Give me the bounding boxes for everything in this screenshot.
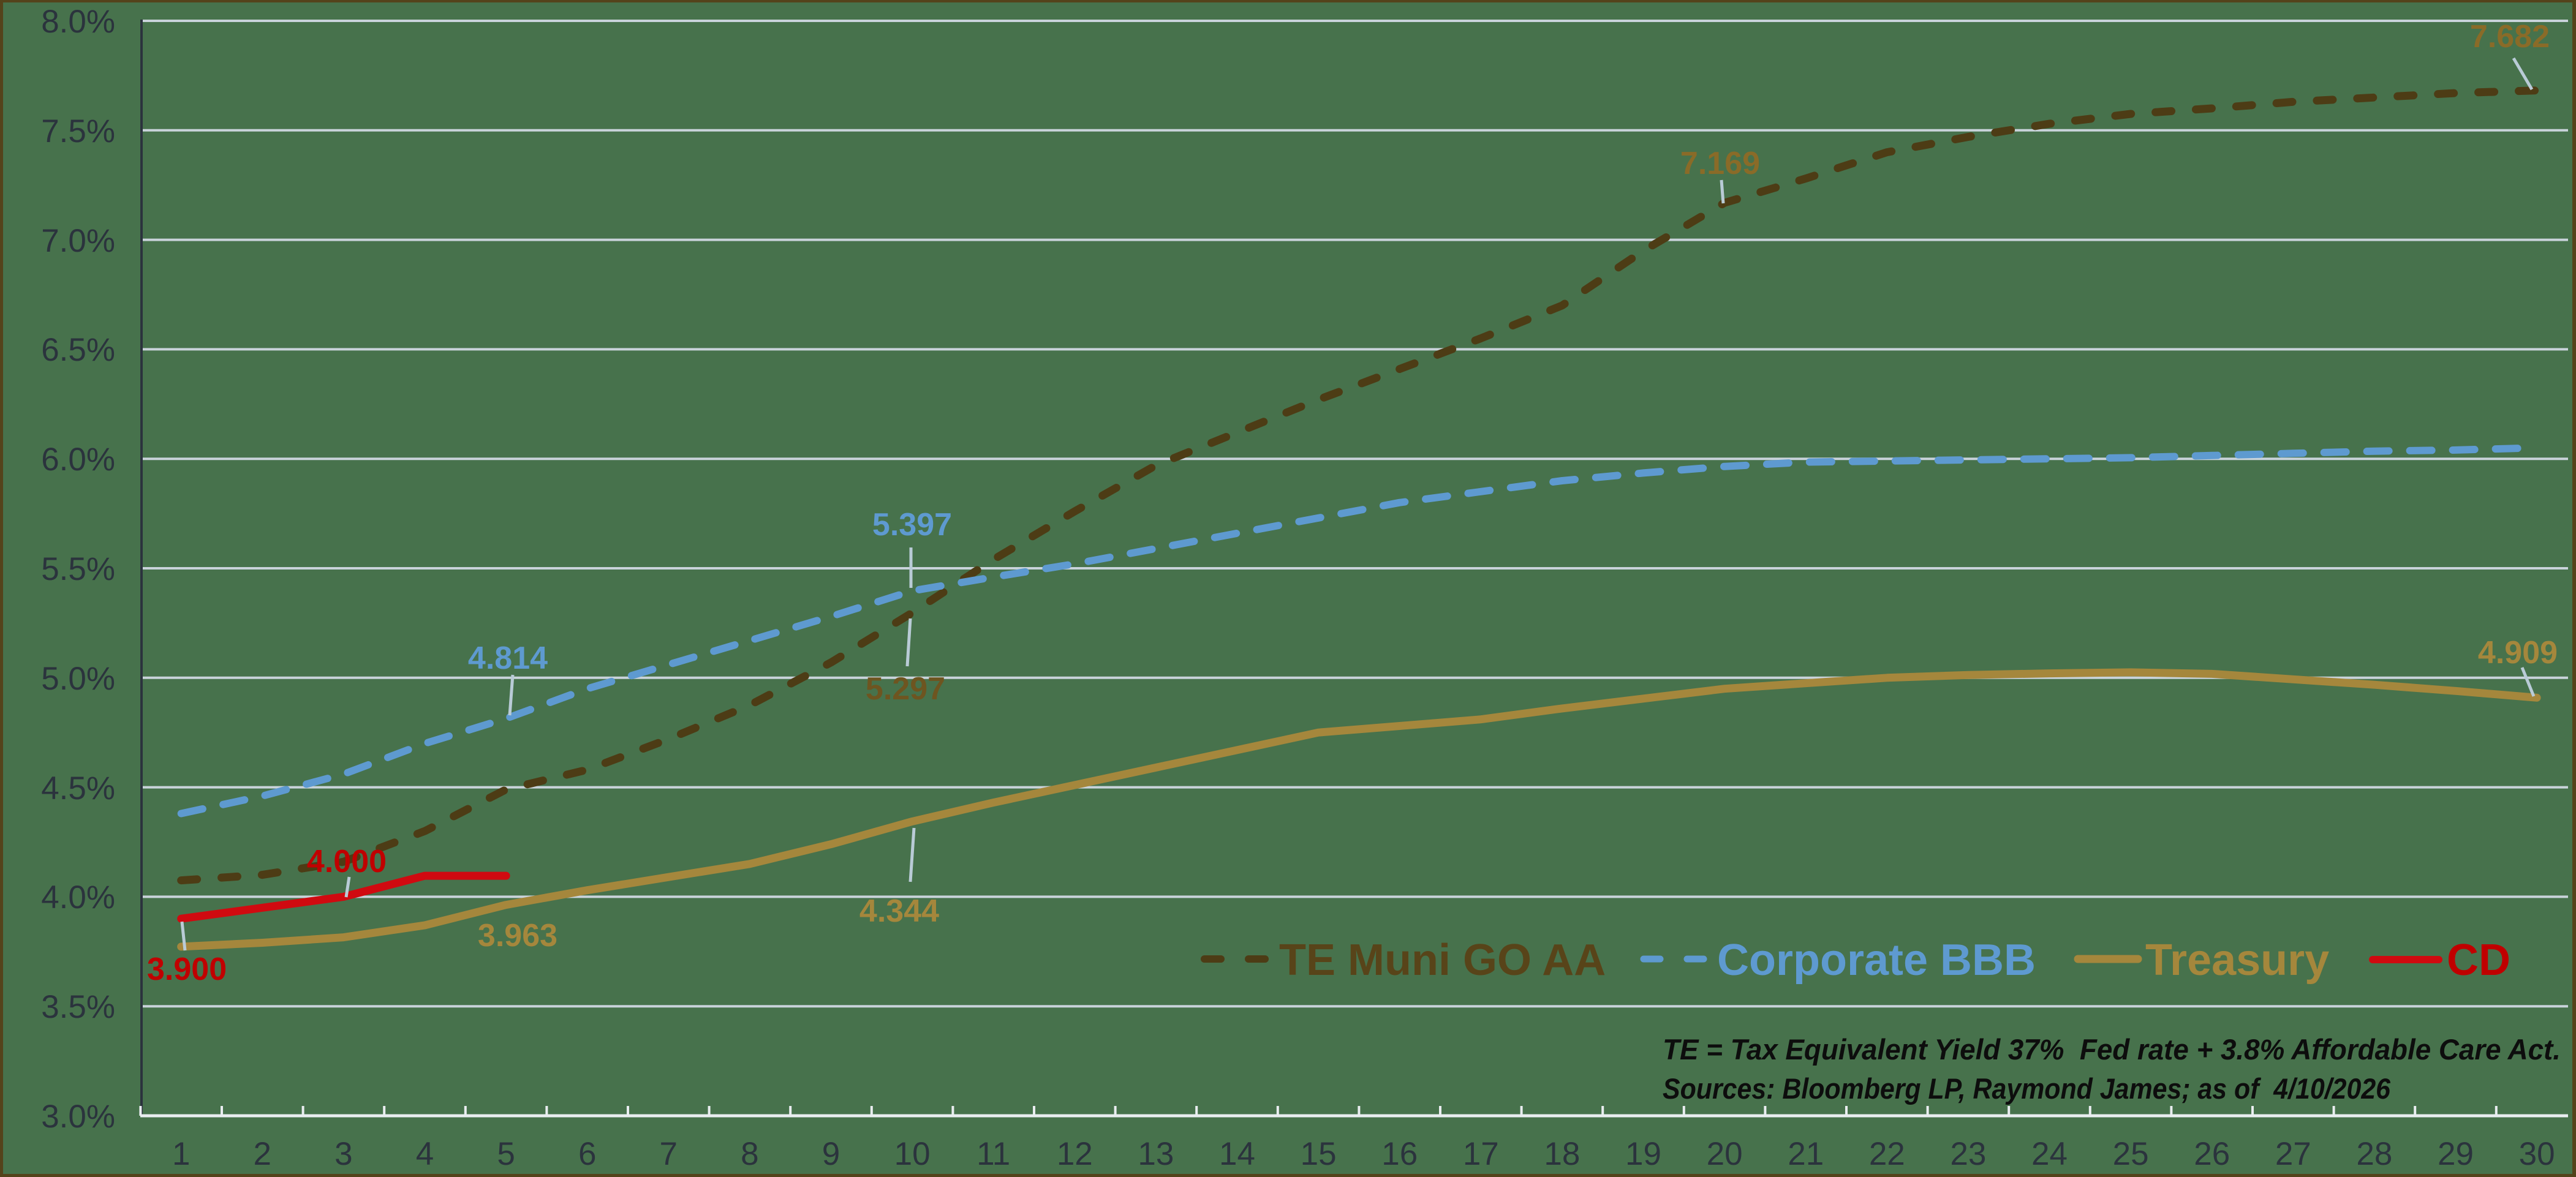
svg-text:3.900: 3.900 bbox=[147, 952, 227, 987]
svg-text:26: 26 bbox=[2194, 1136, 2230, 1172]
svg-text:TE = Tax Equivalent Yield 37%: TE = Tax Equivalent Yield 37% Fed rate +… bbox=[1663, 1033, 2561, 1066]
svg-text:29: 29 bbox=[2438, 1136, 2474, 1172]
svg-text:24: 24 bbox=[2031, 1136, 2068, 1172]
svg-text:4.0%: 4.0% bbox=[41, 879, 115, 916]
svg-text:23: 23 bbox=[1950, 1136, 1986, 1172]
svg-text:5: 5 bbox=[497, 1136, 515, 1172]
svg-text:16: 16 bbox=[1381, 1136, 1418, 1172]
svg-text:3.5%: 3.5% bbox=[41, 989, 115, 1025]
svg-text:7.0%: 7.0% bbox=[41, 223, 115, 259]
svg-text:7.5%: 7.5% bbox=[41, 113, 115, 149]
svg-text:1: 1 bbox=[172, 1136, 190, 1172]
svg-text:28: 28 bbox=[2356, 1136, 2392, 1172]
svg-text:27: 27 bbox=[2275, 1136, 2311, 1172]
svg-text:4.814: 4.814 bbox=[468, 641, 548, 676]
svg-text:3.963: 3.963 bbox=[478, 918, 557, 953]
svg-text:Sources: Bloomberg LP, Raymond: Sources: Bloomberg LP, Raymond James; as… bbox=[1663, 1072, 2391, 1105]
svg-text:17: 17 bbox=[1463, 1136, 1499, 1172]
svg-text:6: 6 bbox=[578, 1136, 596, 1172]
svg-text:7.682: 7.682 bbox=[2470, 19, 2550, 55]
svg-text:30: 30 bbox=[2519, 1136, 2555, 1172]
svg-text:10: 10 bbox=[894, 1136, 931, 1172]
svg-text:3: 3 bbox=[334, 1136, 352, 1172]
svg-text:CD: CD bbox=[2447, 936, 2510, 985]
svg-text:4.344: 4.344 bbox=[859, 893, 939, 929]
svg-text:Treasury: Treasury bbox=[2145, 936, 2329, 985]
svg-text:4.000: 4.000 bbox=[307, 844, 387, 879]
svg-text:3.0%: 3.0% bbox=[41, 1099, 115, 1135]
svg-text:19: 19 bbox=[1625, 1136, 1661, 1172]
svg-text:4.909: 4.909 bbox=[2478, 635, 2558, 671]
svg-text:5.397: 5.397 bbox=[872, 507, 952, 543]
svg-text:25: 25 bbox=[2113, 1136, 2149, 1172]
svg-text:Corporate BBB: Corporate BBB bbox=[1717, 936, 2036, 985]
svg-text:13: 13 bbox=[1138, 1136, 1174, 1172]
svg-text:6.0%: 6.0% bbox=[41, 442, 115, 478]
svg-text:21: 21 bbox=[1788, 1136, 1824, 1172]
svg-text:8.0%: 8.0% bbox=[41, 4, 115, 40]
svg-text:8: 8 bbox=[741, 1136, 758, 1172]
svg-text:6.5%: 6.5% bbox=[41, 332, 115, 368]
svg-text:14: 14 bbox=[1219, 1136, 1255, 1172]
svg-text:5.0%: 5.0% bbox=[41, 661, 115, 697]
svg-text:5.5%: 5.5% bbox=[41, 551, 115, 587]
svg-text:15: 15 bbox=[1301, 1136, 1337, 1172]
svg-text:12: 12 bbox=[1057, 1136, 1093, 1172]
svg-text:7.169: 7.169 bbox=[1680, 146, 1760, 181]
svg-text:11: 11 bbox=[976, 1136, 1010, 1172]
svg-text:9: 9 bbox=[822, 1136, 840, 1172]
svg-text:22: 22 bbox=[1869, 1136, 1905, 1172]
svg-text:2: 2 bbox=[254, 1136, 271, 1172]
svg-text:20: 20 bbox=[1707, 1136, 1743, 1172]
svg-text:18: 18 bbox=[1544, 1136, 1580, 1172]
svg-text:4: 4 bbox=[416, 1136, 434, 1172]
svg-text:4.5%: 4.5% bbox=[41, 770, 115, 807]
svg-text:TE Muni GO AA: TE Muni GO AA bbox=[1279, 936, 1606, 985]
svg-text:5.297: 5.297 bbox=[866, 671, 945, 707]
svg-text:7: 7 bbox=[660, 1136, 678, 1172]
